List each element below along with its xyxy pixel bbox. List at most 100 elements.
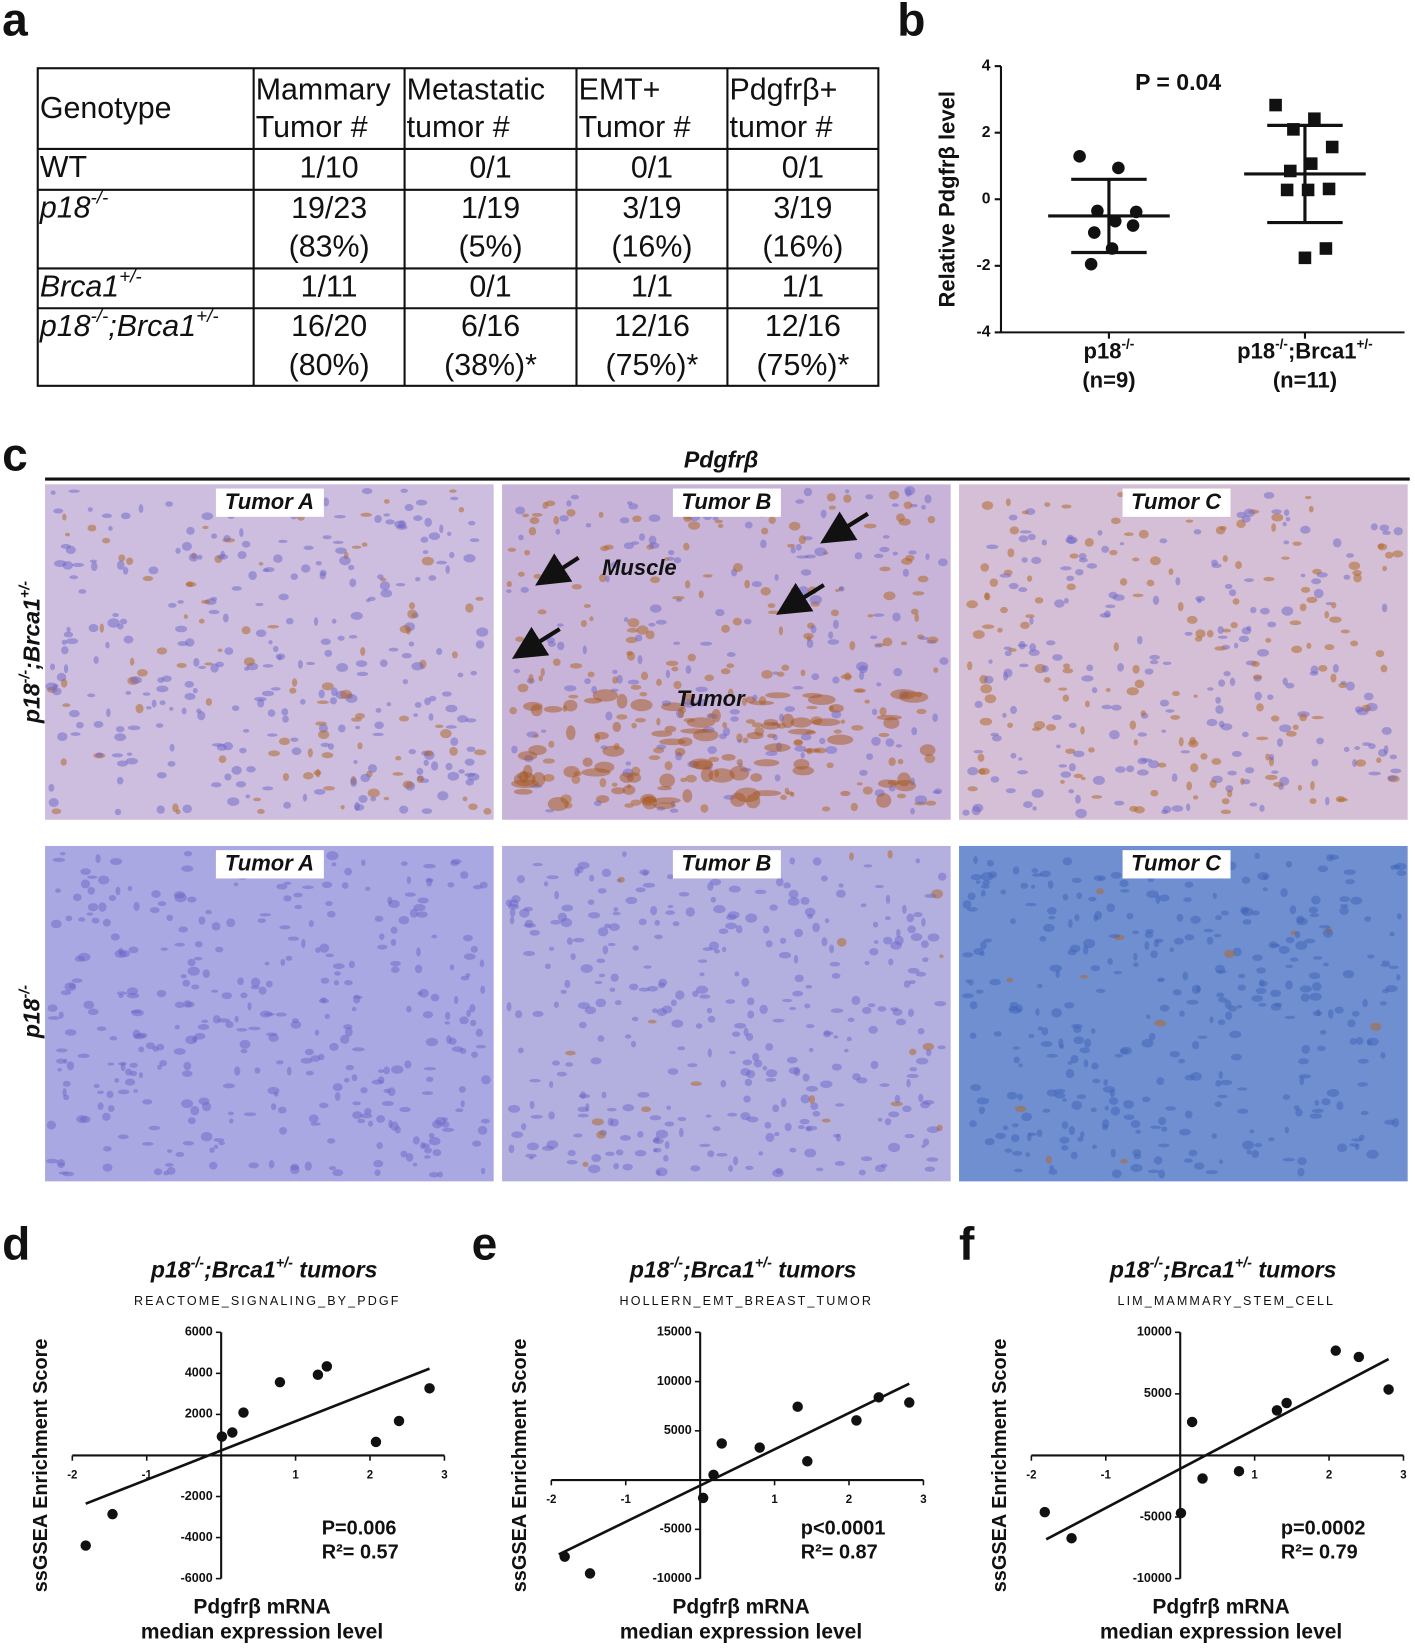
label-box (215, 488, 324, 517)
cell (972, 630, 985, 639)
cell (1267, 694, 1274, 700)
cell (1224, 583, 1233, 589)
x-tick-label: 1 (771, 1494, 778, 1506)
cell (65, 915, 73, 922)
chart-title: p18-/-;Brca1+/- tumors (1109, 1255, 1337, 1282)
cell (69, 575, 79, 580)
cell (315, 947, 321, 953)
cell (360, 512, 373, 517)
cell (301, 938, 306, 949)
cell (1325, 602, 1333, 606)
cell (836, 889, 846, 898)
table-cell: 1/11 (301, 269, 358, 303)
cell (93, 656, 99, 664)
cell (557, 641, 565, 651)
cell (175, 625, 188, 633)
cell (1004, 1148, 1013, 1153)
cell (982, 880, 991, 886)
cell (465, 603, 474, 613)
cell (323, 786, 335, 791)
cell (888, 958, 894, 966)
cell (468, 803, 478, 811)
cell (391, 1065, 404, 1074)
cell (509, 706, 517, 715)
cell (1328, 854, 1340, 860)
cell (874, 884, 884, 889)
cell (810, 1102, 819, 1111)
cell (665, 660, 679, 667)
cell (1214, 1101, 1223, 1107)
cell (390, 960, 401, 967)
cell (1155, 894, 1161, 904)
cell (239, 1039, 251, 1049)
cell (122, 566, 129, 575)
cell (1091, 687, 1098, 694)
cell (102, 1163, 113, 1172)
cell (1311, 982, 1322, 992)
y-tick-label: 5000 (1144, 1386, 1172, 1400)
cell (829, 944, 834, 954)
cell (416, 911, 428, 918)
cell (751, 722, 763, 728)
cell (1318, 924, 1331, 929)
y-tick-label: -4000 (181, 1530, 213, 1544)
cell (808, 1047, 814, 1053)
cell (1182, 971, 1189, 981)
cell (383, 796, 390, 801)
cell (458, 769, 465, 774)
cell (223, 534, 231, 542)
cell (664, 761, 673, 771)
cell (1058, 687, 1068, 691)
cell (406, 876, 412, 884)
cell (650, 905, 658, 916)
cell (395, 756, 402, 761)
cell (528, 527, 537, 536)
cell (1355, 1037, 1364, 1045)
cell (1157, 977, 1166, 982)
cell (300, 1057, 313, 1064)
cell (610, 1118, 619, 1127)
cell (525, 1153, 537, 1158)
cell (760, 539, 767, 549)
arrow (511, 626, 561, 659)
cell (345, 1064, 355, 1071)
cell (1336, 1101, 1344, 1111)
cell (564, 685, 577, 692)
cell (368, 1120, 373, 1127)
cell (1257, 872, 1270, 881)
cell (698, 590, 704, 599)
cell (379, 659, 388, 667)
cell (888, 1142, 901, 1153)
cell (642, 870, 649, 876)
superscript: +/- (119, 266, 141, 287)
cell (1343, 574, 1351, 580)
point (274, 1376, 286, 1388)
cell (129, 1062, 138, 1068)
cell (1360, 1110, 1369, 1116)
cell (116, 560, 125, 570)
cell (258, 561, 264, 566)
cell (550, 919, 562, 925)
cell (329, 1042, 339, 1051)
cell (222, 1083, 235, 1089)
cell (743, 1095, 751, 1103)
cell (431, 934, 438, 939)
cell (910, 608, 919, 615)
cell (340, 804, 345, 810)
cell (838, 883, 844, 888)
cell (793, 954, 799, 964)
stain (781, 713, 795, 729)
cell (507, 904, 520, 910)
cell (664, 1141, 670, 1149)
cell (765, 940, 773, 948)
cell (304, 1161, 312, 1171)
table-cell: (38%)* (444, 348, 537, 382)
cell (900, 641, 908, 646)
cell (1138, 529, 1149, 539)
cell (1084, 537, 1094, 547)
cell (969, 1001, 978, 1010)
cell (390, 926, 398, 934)
cell (1220, 723, 1233, 731)
cell (666, 1105, 672, 1110)
cell (62, 1171, 75, 1177)
